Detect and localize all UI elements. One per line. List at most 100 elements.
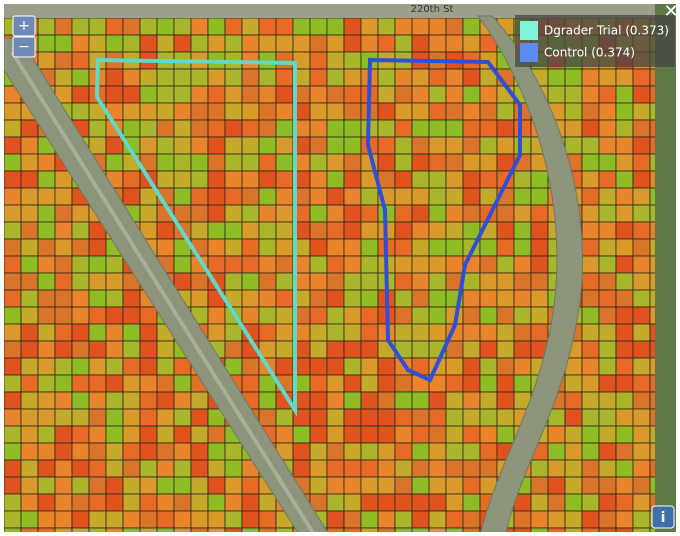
grid-cell bbox=[581, 323, 600, 342]
grid-cell bbox=[173, 425, 192, 444]
grid-cell bbox=[632, 527, 651, 532]
grid-cell bbox=[309, 323, 328, 342]
grid-cell bbox=[275, 102, 294, 121]
grid-cell bbox=[139, 340, 158, 359]
grid-cell bbox=[190, 510, 209, 529]
grid-cell bbox=[411, 255, 430, 274]
grid-cell bbox=[547, 85, 566, 104]
grid-cell bbox=[37, 255, 56, 274]
grid-cell bbox=[547, 510, 566, 529]
grid-cell bbox=[275, 527, 294, 532]
grid-cell bbox=[71, 102, 90, 121]
grid-cell bbox=[496, 289, 515, 308]
grid-cell bbox=[615, 289, 634, 308]
grid-cell bbox=[190, 289, 209, 308]
grid-cell bbox=[598, 374, 617, 393]
grid-cell bbox=[190, 34, 209, 53]
grid-cell bbox=[275, 323, 294, 342]
grid-cell bbox=[343, 255, 362, 274]
grid-cell bbox=[564, 85, 583, 104]
grid-cell bbox=[394, 527, 413, 532]
grid-cell bbox=[258, 238, 277, 257]
grid-cell bbox=[326, 221, 345, 240]
grid-cell bbox=[530, 170, 549, 189]
grid-cell bbox=[360, 17, 379, 36]
grid-cell bbox=[241, 153, 260, 172]
grid-cell bbox=[360, 238, 379, 257]
grid-cell bbox=[428, 391, 447, 410]
grid-cell bbox=[105, 374, 124, 393]
grid-cell bbox=[479, 136, 498, 155]
grid-cell bbox=[275, 153, 294, 172]
grid-cell bbox=[4, 170, 22, 189]
grid-cell bbox=[275, 187, 294, 206]
grid-cell bbox=[241, 221, 260, 240]
trial-zone[interactable] bbox=[94, 57, 297, 417]
grid-cell bbox=[258, 323, 277, 342]
grid-cell bbox=[241, 85, 260, 104]
grid-cell bbox=[632, 289, 651, 308]
grid-cell bbox=[54, 221, 73, 240]
legend-panel bbox=[515, 15, 675, 67]
grid-cell bbox=[360, 204, 379, 223]
grid-cell bbox=[326, 170, 345, 189]
grid-cell bbox=[122, 187, 141, 206]
grid-cell bbox=[88, 459, 107, 478]
grid-cell bbox=[462, 442, 481, 461]
grid-cell bbox=[411, 306, 430, 325]
grid-cell bbox=[173, 272, 192, 291]
grid-cell bbox=[224, 34, 243, 53]
close-button[interactable]: ✕ bbox=[663, 1, 678, 22]
grid-cell bbox=[122, 374, 141, 393]
grid-cell bbox=[54, 493, 73, 512]
grid-cell bbox=[411, 68, 430, 87]
grid-cell bbox=[309, 85, 328, 104]
grid-cell bbox=[377, 493, 396, 512]
grid-cell bbox=[241, 187, 260, 206]
grid-cell bbox=[598, 357, 617, 376]
grid-cell bbox=[258, 391, 277, 410]
grid-cell bbox=[105, 323, 124, 342]
grid-cell bbox=[258, 408, 277, 427]
grid-cell bbox=[615, 459, 634, 478]
grid-cell bbox=[581, 391, 600, 410]
grid-cell bbox=[139, 68, 158, 87]
grid-cell bbox=[496, 408, 515, 427]
grid-cell bbox=[360, 357, 379, 376]
grid-cell bbox=[326, 510, 345, 529]
grid-cell bbox=[241, 527, 260, 532]
grid-cell bbox=[513, 170, 532, 189]
grid-cell bbox=[428, 17, 447, 36]
grid-cell bbox=[88, 340, 107, 359]
info-button[interactable] bbox=[651, 505, 675, 529]
grid-cell bbox=[71, 340, 90, 359]
grid-cell bbox=[105, 153, 124, 172]
zoom-out-button[interactable] bbox=[12, 36, 36, 58]
grid-cell bbox=[139, 204, 158, 223]
grid-cell bbox=[462, 187, 481, 206]
grid-cell bbox=[309, 391, 328, 410]
grid-cell bbox=[105, 272, 124, 291]
grid-cell bbox=[632, 153, 651, 172]
grid-cell bbox=[445, 510, 464, 529]
control-zone[interactable] bbox=[365, 57, 522, 383]
grid-cell bbox=[615, 357, 634, 376]
grid-cell bbox=[37, 306, 56, 325]
grid-cell bbox=[530, 204, 549, 223]
grid-cell bbox=[598, 459, 617, 478]
grid-cell bbox=[20, 510, 39, 529]
grid-cell bbox=[445, 102, 464, 121]
grid-cell bbox=[428, 493, 447, 512]
grid-cell bbox=[547, 68, 566, 87]
grid-cell bbox=[581, 493, 600, 512]
grid-cell bbox=[513, 119, 532, 138]
grid-cell bbox=[343, 34, 362, 53]
grid-cell bbox=[156, 102, 175, 121]
grid-cell bbox=[139, 510, 158, 529]
grid-cell bbox=[377, 459, 396, 478]
grid-cell bbox=[54, 442, 73, 461]
zoom-in-button[interactable] bbox=[12, 15, 36, 37]
grid-cell bbox=[258, 289, 277, 308]
grid-cell bbox=[4, 374, 22, 393]
grid-cell bbox=[71, 17, 90, 36]
